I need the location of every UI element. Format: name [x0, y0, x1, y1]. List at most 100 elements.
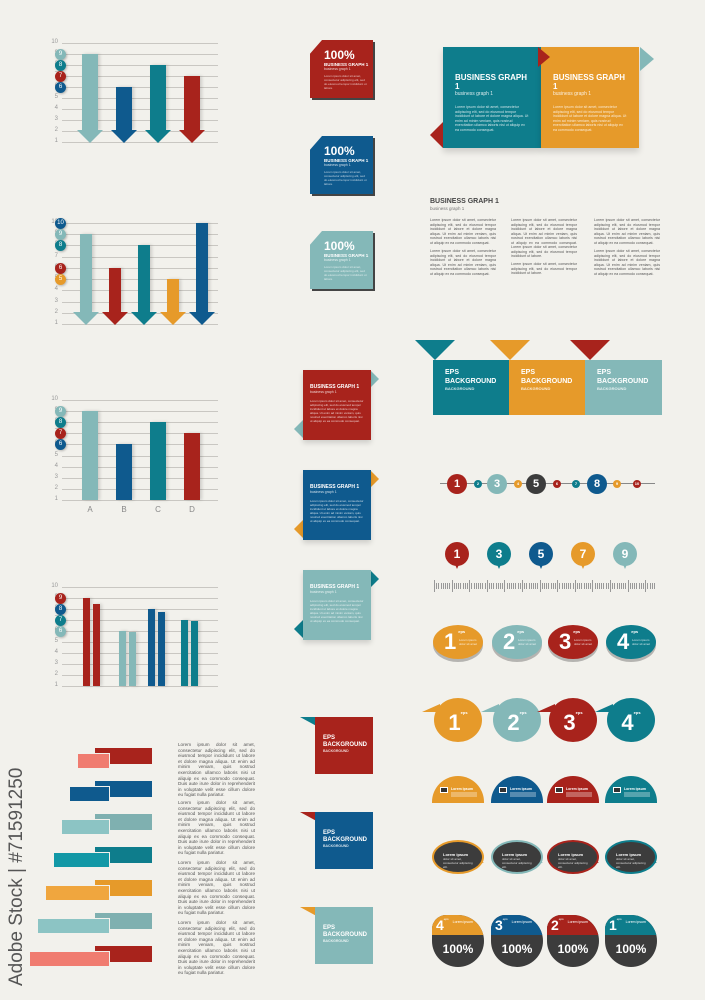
bar — [150, 422, 166, 500]
article-paragraph: Lorem ipsum dolor sit amet, consectetur … — [594, 218, 660, 245]
pin-marker: 3 — [487, 542, 511, 566]
pin-marker: 7 — [571, 542, 595, 566]
ruler-tick — [645, 580, 647, 592]
timeline-step[interactable]: 9 — [613, 480, 621, 488]
eps-title: EPS BACKGROUND — [323, 830, 367, 843]
timeline-step[interactable]: 4 — [514, 480, 522, 488]
bubble-number: 2 — [503, 629, 516, 654]
bar — [184, 433, 200, 500]
banner-fold — [490, 340, 530, 360]
ruler-tick — [574, 580, 576, 592]
eps-banner-panel: EPS BACKGROUND BACKGROUND — [585, 360, 662, 415]
legend-dot: 9 — [55, 49, 66, 60]
step-sup: eps — [558, 917, 564, 921]
timeline-step[interactable]: 3 — [487, 474, 507, 494]
timeline-step[interactable]: 6 — [553, 480, 561, 488]
dome-lines — [566, 792, 592, 797]
dome-title: Lorem ipsum — [566, 787, 588, 791]
arrow-head — [111, 130, 137, 143]
dome-lines — [510, 792, 536, 797]
y-tick-label: 5 — [54, 451, 58, 458]
bubble-tail — [595, 704, 613, 712]
gridline — [62, 234, 218, 236]
ruler-tick — [522, 580, 523, 592]
gridline — [62, 54, 218, 55]
bar — [191, 621, 198, 686]
ruler-tick — [601, 583, 603, 589]
legend-dot: 6 — [55, 82, 66, 93]
monitor-icon — [613, 787, 621, 793]
percent-flag-card: 100% BUSINESS GRAPH 1 business graph 1 Lore… — [308, 231, 373, 289]
ruler-tick — [581, 583, 583, 589]
article-paragraph: Lorem ipsum dolor sit amet, consectetur … — [511, 218, 577, 258]
bubble-sup: eps — [519, 710, 527, 715]
arrow-bar — [150, 65, 166, 130]
card-subtitle: business graph 1 — [324, 258, 351, 262]
y-tick-label: 5 — [54, 638, 58, 644]
ruler-tick — [497, 583, 499, 589]
eps-title: EPS BACKGROUND — [323, 925, 367, 938]
ruler-tick — [506, 583, 508, 589]
business-panel: BUSINESS GRAPH 1 business graph 1 Lorem ip… — [541, 47, 639, 148]
ribbon-fold — [430, 122, 443, 148]
step-label: Lorem ipsum — [625, 920, 646, 924]
bubble-text: Lorem ipsum dolor sit amet — [632, 638, 651, 646]
card-text: Lorem ipsum dolor sit amet, consectetur … — [324, 74, 367, 90]
bubble-number: 1 — [444, 629, 457, 654]
ribbon-front — [53, 852, 110, 868]
article-title: BUSINESS GRAPH 1 — [430, 198, 499, 205]
business-card: BUSINESS GRAPH 1 business graph 1 Lorem ip… — [303, 370, 371, 440]
eps-subtitle: BACKGROUND — [323, 939, 349, 943]
card-text: Lorem ipsum dolor sit amet, consectetur … — [310, 599, 364, 623]
gridline — [62, 65, 218, 66]
step-percent: 100% — [615, 942, 647, 956]
arrow-head — [179, 130, 205, 143]
arrow-head — [77, 130, 103, 143]
eps-subtitle: BACKGROUND — [323, 749, 349, 753]
y-tick-label: 10 — [48, 219, 58, 225]
ruler-tick — [436, 583, 438, 589]
ruler-tick — [546, 583, 548, 589]
ruler-tick — [504, 580, 506, 592]
timeline-step[interactable]: 10 — [633, 480, 641, 488]
bubble-number: 4 — [621, 710, 634, 735]
legend-dot: 8 — [55, 60, 66, 71]
card-text: Lorem ipsum dolor sit amet, consectetur … — [310, 399, 364, 423]
percent-value: 100% — [324, 48, 355, 62]
ruler-tick — [453, 583, 455, 589]
dark-speech-bubble: Lorem ipsum dolor sit amet, consectetur a… — [432, 840, 484, 874]
y-tick-label: 2 — [54, 127, 58, 133]
arrow-head — [145, 130, 171, 143]
ruler-tick — [533, 583, 534, 589]
timeline-step[interactable]: 1 — [447, 474, 467, 494]
timeline-step[interactable]: 7 — [572, 480, 580, 488]
business-card: BUSINESS GRAPH 1 business graph 1 Lorem ip… — [303, 470, 371, 540]
ruler-tick — [548, 583, 550, 589]
ruler-tick — [572, 583, 574, 589]
timeline-step[interactable]: 5 — [526, 474, 546, 494]
step-sup: eps — [616, 917, 622, 921]
speech-title: Lorem ipsum — [443, 852, 469, 857]
card-text: Lorem ipsum dolor sit amet, consectetur … — [324, 265, 367, 281]
ruler-tick — [471, 583, 473, 589]
y-tick-label: 10 — [51, 396, 58, 402]
article-paragraph: Lorem ipsum dolor sit amet, consectetur … — [430, 218, 496, 245]
ruler-tick — [519, 583, 521, 589]
step-label: Lorem ipsum — [567, 920, 588, 924]
laptop-icon — [499, 787, 507, 793]
ruler-tick — [528, 583, 530, 589]
ruler-tick — [640, 583, 642, 589]
ruler-tick — [654, 583, 655, 589]
ruler-tick — [440, 583, 442, 589]
ruler-tick — [557, 580, 559, 592]
arrow-bar — [82, 54, 98, 130]
eps-square: EPS BACKGROUND BACKGROUND — [315, 812, 373, 869]
card-title: BUSINESS GRAPH 1 — [310, 384, 360, 390]
bubble-sup: eps — [460, 710, 468, 715]
ruler-tick — [592, 580, 594, 592]
ruler-tick — [585, 583, 587, 589]
speech-text: dolor sit amet, consectetur adipiscing e… — [616, 857, 646, 869]
timeline-step[interactable]: 2 — [474, 480, 482, 488]
gridline — [62, 664, 218, 665]
timeline-step[interactable]: 8 — [587, 474, 607, 494]
